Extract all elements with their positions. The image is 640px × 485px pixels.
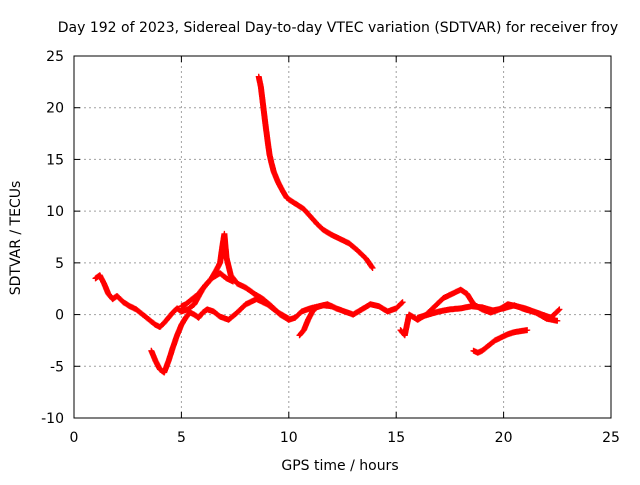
y-tick-label: -10 — [41, 411, 64, 427]
x-tick-label: 20 — [495, 430, 513, 446]
series-markers — [296, 302, 335, 339]
series-markers — [285, 299, 406, 323]
series-markers — [414, 302, 561, 324]
data-layer — [92, 73, 563, 376]
plot-frame — [73, 55, 612, 419]
y-axis-label: SDTVAR / TECUs — [8, 181, 24, 296]
grid-layer — [74, 56, 611, 418]
x-axis-label: GPS time / hours — [281, 458, 398, 474]
series-arc-early-dip — [92, 270, 236, 330]
series-markers — [148, 296, 292, 376]
x-tick-label: 0 — [70, 430, 79, 446]
y-tick-label: 0 — [55, 308, 64, 324]
y-tick-label: 15 — [46, 152, 64, 168]
x-tick-label: 15 — [387, 430, 405, 446]
y-tick-label: 5 — [55, 256, 64, 272]
series-markers — [92, 270, 236, 330]
series-arc-evening-negative — [470, 327, 531, 356]
x-tick-label: 25 — [602, 430, 620, 446]
y-tick-label: 25 — [46, 49, 64, 65]
series-arc-late-dip — [296, 302, 335, 339]
series-arc-evening-flat — [414, 302, 561, 324]
series-markers — [255, 73, 376, 271]
series-arc-high-descending — [255, 73, 376, 271]
y-tick-label: 10 — [46, 204, 64, 220]
series-arc-low-minimum — [148, 296, 292, 376]
x-tick-label: 5 — [177, 430, 186, 446]
tick-layer: 0 5 10 15 20 25 -10 -5 0 5 10 15 20 25 — [41, 49, 620, 446]
chart-title: Day 192 of 2023, Sidereal Day-to-day VTE… — [58, 20, 618, 36]
x-tick-label: 10 — [280, 430, 298, 446]
y-tick-label: 20 — [46, 101, 64, 117]
y-tick-label: -5 — [50, 359, 64, 375]
series-markers — [470, 327, 531, 356]
series-arc-midday — [285, 299, 406, 323]
